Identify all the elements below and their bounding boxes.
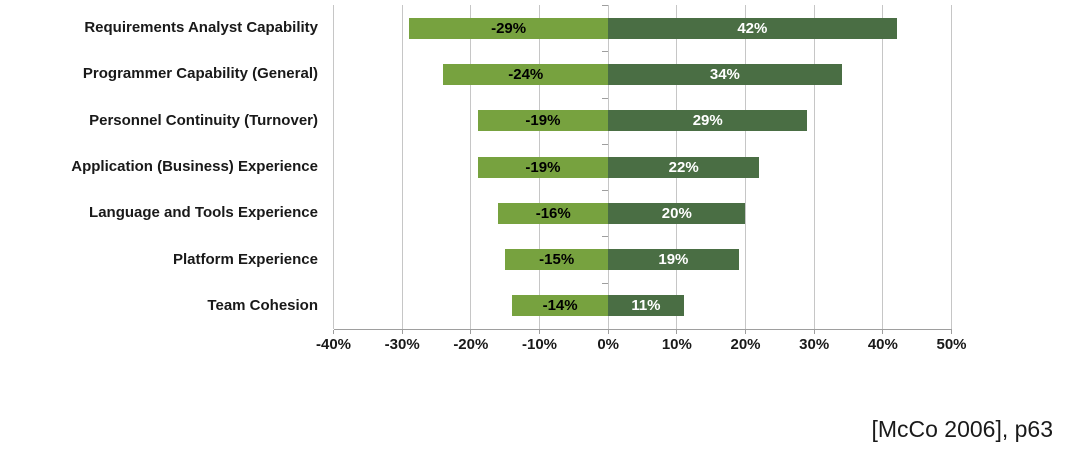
bar-value-label: 29% [692,112,723,130]
x-axis-tick [401,330,403,334]
bar-value-label: 11% [631,297,661,315]
positive-bar: 20% [608,202,746,224]
x-axis-tick [539,330,540,334]
negative-bar: -29% [409,17,609,39]
x-axis-tick [813,330,815,334]
negative-bar: -14% [512,295,609,317]
negative-bar: -19% [477,156,609,178]
gridline [470,5,472,329]
x-axis-tick [676,330,678,334]
x-axis-tick [951,330,952,334]
x-axis-tick [607,330,609,334]
category-label: Platform Experience [172,250,318,268]
category-axis-tick [602,236,609,238]
bar-value-label: -16% [535,204,571,222]
gridline [813,5,815,329]
bar-value-label: 34% [709,65,740,83]
x-axis-tick [882,330,884,334]
bar-value-label: -24% [508,65,544,83]
x-tick-label: 20% [730,336,761,353]
category-label: Programmer Capability (General) [82,65,318,83]
positive-bar: 11% [608,295,684,317]
bar-value-label: -19% [525,112,561,130]
positive-bar: 29% [608,110,808,132]
gridline [882,5,884,329]
bar-value-label: -14% [542,297,578,315]
category-axis-tick [602,282,609,284]
negative-bar: -24% [443,63,609,85]
bar-value-label: 22% [668,158,699,176]
category-axis-tick [602,97,609,99]
x-tick-label: -40% [315,336,352,353]
bar-value-label: 42% [737,19,768,37]
category-label: Requirements Analyst Capability [84,19,318,37]
bar-value-label: -29% [491,19,527,37]
category-axis-tick [602,143,609,145]
positive-bar: 19% [608,249,739,271]
x-tick-label: 10% [661,336,692,353]
x-tick-label: 0% [597,336,619,353]
category-label: Personnel Continuity (Turnover) [89,111,318,129]
category-label: Language and Tools Experience [89,204,318,222]
x-axis-tick [470,330,472,334]
positive-bar: 42% [608,17,897,39]
x-tick-label: -10% [521,336,558,353]
x-tick-label: 50% [936,336,967,353]
category-label: Application (Business) Experience [71,158,318,175]
category-axis-tick [602,5,609,6]
x-axis-tick [333,330,334,334]
negative-bar: -16% [498,202,609,224]
category-axis-tick [602,51,609,53]
bar-value-label: 19% [658,251,689,269]
x-tick-label: 30% [799,336,830,353]
bar-value-label: 20% [661,204,692,222]
category-axis-tick [602,190,609,192]
x-axis-tick [745,330,746,334]
bar-value-label: -19% [525,158,561,176]
positive-bar: 34% [608,63,842,85]
x-tick-label: -20% [453,336,489,353]
x-tick-label: -30% [384,336,420,353]
x-axis-line [333,329,952,330]
citation: [McCo 2006], p63 [871,416,1053,442]
bar-value-label: -15% [539,251,575,269]
gridline [951,5,952,329]
x-tick-label: 40% [867,336,898,353]
negative-bar: -19% [477,110,609,132]
category-label: Team Cohesion [207,296,318,314]
positive-bar: 22% [608,156,760,178]
negative-bar: -15% [505,249,609,271]
gridline [401,5,403,329]
gridline [333,5,334,329]
